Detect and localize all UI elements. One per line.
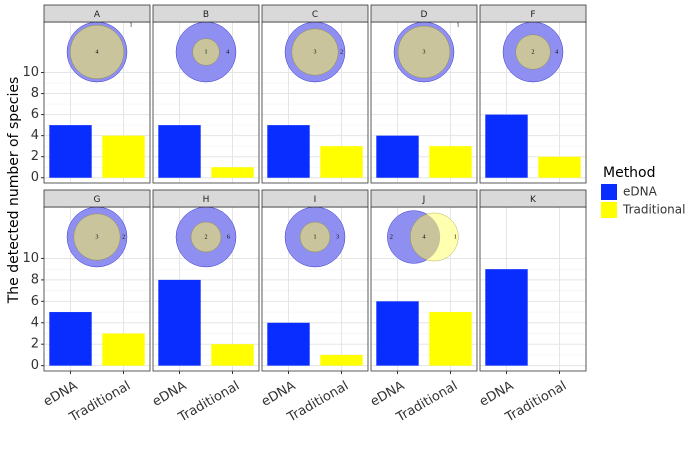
venn-overlap	[192, 38, 220, 66]
strip	[479, 4, 587, 23]
strip	[261, 189, 369, 208]
y-axis-title: The detected number of species	[6, 77, 22, 305]
venn-count: 2	[390, 234, 393, 240]
bar	[102, 135, 145, 178]
bar	[429, 312, 472, 366]
legend-key	[601, 184, 617, 200]
strip	[43, 4, 151, 23]
venn-count: 2	[532, 49, 535, 55]
y-tick-label: 2	[31, 337, 39, 352]
bar	[102, 333, 145, 366]
strip-label: D	[421, 10, 428, 20]
venn-count: 2	[122, 234, 125, 240]
venn-count: 3	[314, 49, 317, 55]
strip-label: G	[94, 195, 101, 205]
x-tick-label: eDNA	[368, 378, 407, 409]
venn-overlap	[515, 34, 551, 70]
bar	[538, 156, 581, 178]
x-tick-label: eDNA	[41, 378, 80, 409]
bar	[211, 344, 254, 366]
venn-count: 1	[454, 234, 457, 240]
bar	[267, 322, 310, 366]
y-tick-label: 2	[31, 149, 39, 164]
bar	[376, 301, 419, 366]
venn-count: 3	[423, 49, 426, 55]
bar	[267, 125, 310, 178]
strip-label: I	[314, 195, 317, 205]
venn-count: 3	[336, 234, 339, 240]
venn-count: 4	[423, 234, 426, 240]
y-tick-label: 8	[31, 272, 39, 287]
bar	[49, 125, 92, 178]
bar	[49, 312, 92, 366]
legend-label: eDNA	[623, 185, 658, 199]
strip-label: F	[530, 10, 535, 20]
y-tick-label: 0	[31, 170, 39, 185]
bar	[158, 125, 201, 178]
y-tick-label: 10	[22, 65, 39, 80]
venn-count: 1	[130, 22, 133, 28]
strip	[370, 4, 478, 23]
bar	[485, 114, 528, 178]
venn-overlap	[299, 221, 331, 253]
y-tick-label: 10	[22, 251, 39, 266]
venn-count: 1	[205, 49, 208, 55]
strip-label: H	[203, 195, 210, 205]
y-tick-label: 4	[31, 128, 39, 143]
venn-count: 3	[96, 234, 99, 240]
venn-overlap	[291, 28, 339, 76]
x-tick-label: eDNA	[259, 378, 298, 409]
venn-count: 1	[457, 22, 460, 28]
bar	[211, 167, 254, 178]
y-tick-label: 6	[31, 107, 39, 122]
strip-label: B	[203, 10, 209, 20]
strip	[152, 189, 260, 208]
legend-key	[601, 202, 617, 218]
venn-count: 2	[205, 234, 208, 240]
venn-overlap	[73, 213, 121, 261]
x-tick-label: eDNA	[150, 378, 189, 409]
venn-count: 6	[227, 234, 230, 240]
strip-label: C	[312, 10, 318, 20]
legend-label: Traditional	[622, 203, 685, 217]
venn-count: 4	[555, 49, 558, 55]
y-tick-label: 0	[31, 358, 39, 373]
strip	[370, 189, 478, 208]
venn-overlap	[69, 24, 125, 80]
bar	[376, 135, 419, 178]
bar	[158, 279, 201, 366]
venn-overlap	[190, 221, 222, 253]
venn-count: 4	[226, 49, 229, 55]
strip	[152, 4, 260, 23]
y-tick-label: 8	[31, 86, 39, 101]
strip	[43, 189, 151, 208]
legend-title: Method	[603, 165, 656, 181]
strip	[261, 4, 369, 23]
venn-count: 2	[340, 49, 343, 55]
strip	[479, 189, 587, 208]
venn-count: 4	[96, 49, 99, 55]
strip-label: A	[94, 10, 101, 20]
strip-label: K	[530, 195, 537, 205]
bar	[485, 269, 528, 366]
bar	[320, 354, 363, 366]
y-tick-label: 4	[31, 315, 39, 330]
bar	[429, 146, 472, 178]
x-tick-label: eDNA	[477, 378, 516, 409]
bar	[320, 146, 363, 178]
venn-count: 1	[314, 234, 317, 240]
venn-overlap	[397, 25, 451, 79]
y-tick-label: 6	[31, 294, 39, 309]
strip-label: J	[422, 195, 426, 205]
